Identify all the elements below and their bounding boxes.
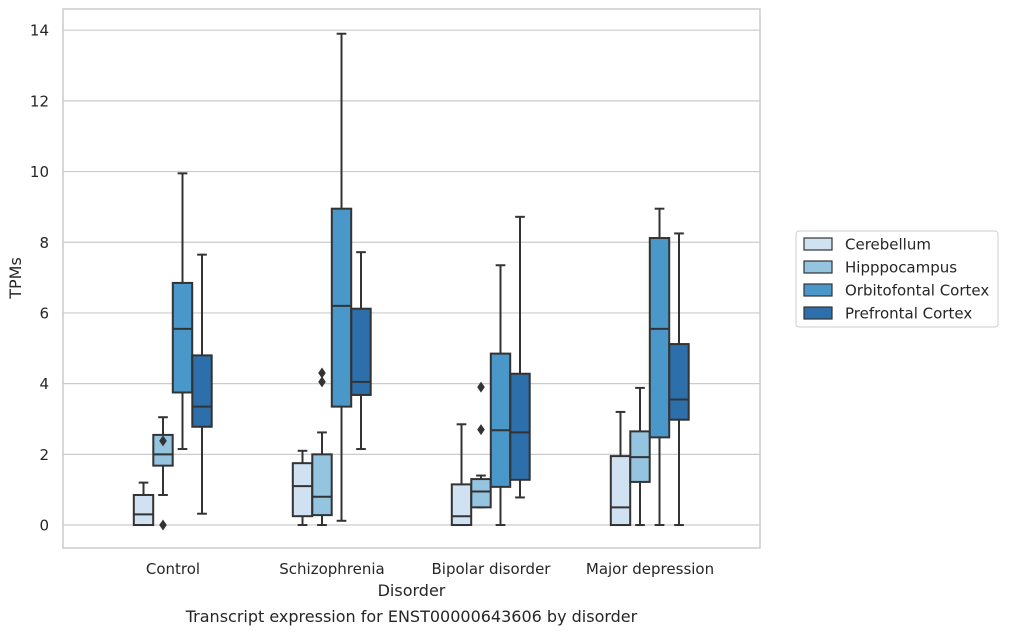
- y-tick-label: 0: [39, 517, 49, 535]
- legend-label: Hipppocampus: [845, 259, 957, 277]
- iqr-box: [470, 478, 492, 509]
- plot-frame: [62, 8, 761, 549]
- y-tick-label: 4: [39, 375, 49, 393]
- box-2-0: [171, 172, 194, 451]
- iqr-box: [132, 493, 155, 527]
- outlier-point: [159, 519, 167, 531]
- y-axis-label: TPMs: [6, 257, 25, 300]
- x-tick-label: Control: [146, 560, 200, 578]
- box-3-1: [350, 251, 372, 451]
- y-tick-label: 8: [39, 234, 49, 252]
- box-2-3: [648, 207, 671, 527]
- y-tick-label: 2: [39, 446, 49, 464]
- legend-label: Orbitofontal Cortex: [845, 282, 989, 300]
- iqr-box: [311, 453, 333, 517]
- box-1-2: [470, 381, 492, 509]
- iqr-box: [648, 237, 671, 439]
- y-tick-label: 6: [39, 304, 49, 322]
- legend-swatch: [803, 306, 833, 320]
- iqr-box: [509, 372, 531, 481]
- iqr-box: [450, 483, 473, 527]
- x-axis-label: Disorder: [378, 581, 446, 600]
- iqr-box: [609, 455, 632, 527]
- box-1-1: [311, 367, 333, 527]
- outlier-point: [318, 376, 326, 388]
- legend-swatch: [803, 283, 833, 297]
- box-1-3: [629, 386, 651, 527]
- iqr-box: [668, 343, 690, 421]
- iqr-box: [291, 462, 314, 518]
- iqr-box: [330, 207, 353, 408]
- chart-caption: Transcript expression for ENST0000064360…: [185, 607, 638, 626]
- iqr-box: [152, 433, 174, 467]
- iqr-box: [350, 307, 372, 396]
- plot-area: [132, 32, 690, 531]
- box-2-1: [330, 32, 353, 522]
- x-tick-label: Bipolar disorder: [432, 560, 552, 578]
- box-1-0: [152, 416, 174, 531]
- x-axis-ticks: Control Schizophrenia Bipolar disorder Majo…: [146, 560, 714, 578]
- x-tick-label: Major depression: [586, 560, 714, 578]
- box-3-0: [191, 253, 213, 515]
- y-tick-label: 10: [30, 163, 49, 181]
- iqr-box: [489, 352, 512, 488]
- box-0-1: [291, 449, 314, 527]
- y-tick-label: 14: [30, 22, 49, 40]
- x-tick-label: Schizophrenia: [279, 560, 384, 578]
- y-axis-ticks: 0 2 4 6 8 10 12 14: [30, 22, 49, 535]
- box-0-2: [450, 423, 473, 527]
- outlier-point: [159, 435, 167, 447]
- box-0-0: [132, 481, 155, 527]
- legend-swatch: [803, 237, 833, 251]
- box-3-3: [668, 232, 690, 527]
- legend-label: Cerebellum: [845, 236, 931, 254]
- legend-frame: [795, 230, 999, 328]
- legend-label: Prefrontal Cortex: [845, 305, 972, 323]
- y-tick-label: 12: [30, 92, 49, 110]
- iqr-box: [171, 281, 194, 394]
- box-2-2: [489, 264, 512, 527]
- outlier-point: [477, 424, 485, 436]
- legend: Cerebellum Hipppocampus Orbitofontal Corte…: [795, 230, 999, 328]
- outlier-point: [477, 381, 485, 393]
- legend-swatch: [803, 260, 833, 274]
- outlier-point: [318, 367, 326, 379]
- box-3-2: [509, 215, 531, 499]
- iqr-box: [191, 354, 213, 428]
- box-0-3: [609, 410, 632, 527]
